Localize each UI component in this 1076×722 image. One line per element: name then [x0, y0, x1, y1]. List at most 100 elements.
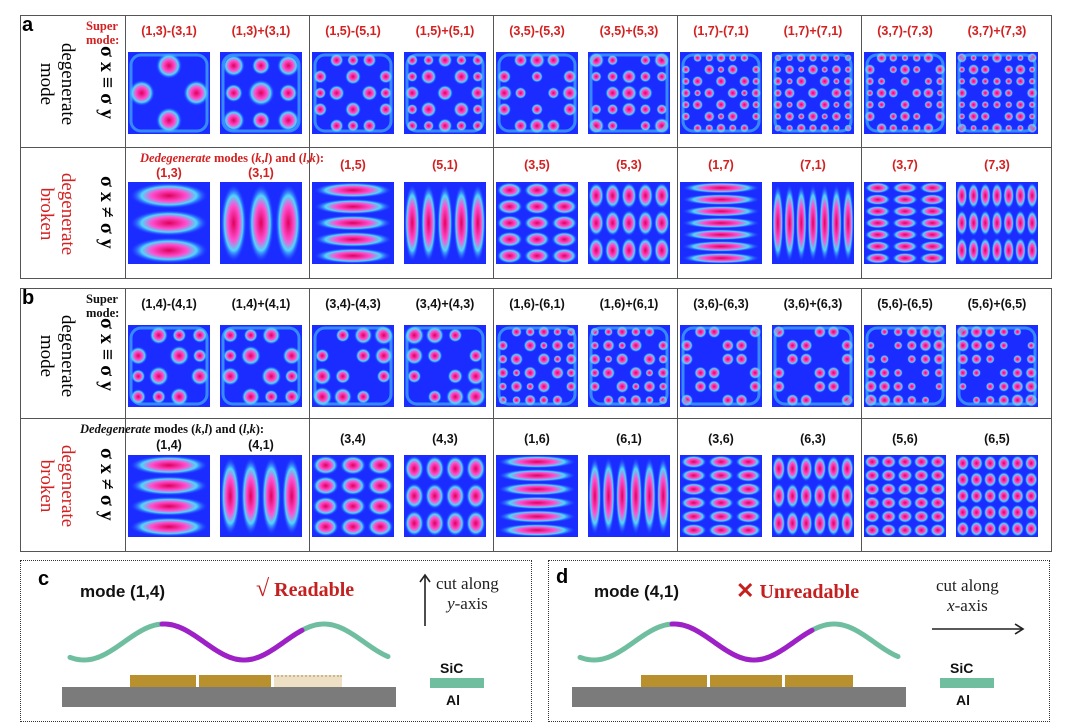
panel-a-sigma-eq: σ x ≡ σ y: [96, 46, 118, 120]
panel-b-row1-label: degenerate mode: [34, 306, 78, 406]
caption-part: k: [309, 151, 316, 165]
caption-part: l: [242, 422, 247, 436]
mode-label: (3,4): [340, 432, 366, 446]
mode-label: (6,5): [984, 432, 1010, 446]
mode-field-map: [588, 52, 670, 134]
mode-label: (1,7): [708, 158, 734, 172]
mode-field-map: [404, 52, 486, 134]
mode-label: (1,3)+(3,1): [231, 24, 291, 38]
panel-b-sigma-neq: σ x ≠ σ y: [96, 448, 118, 521]
panel-a-grid: [20, 15, 1052, 279]
caption-part: Dedegenerate: [140, 151, 211, 165]
panel-b-row2-label: degenerate broken: [34, 436, 78, 536]
row-label-line: degenerate: [57, 42, 78, 126]
super-mode-line: mode:: [86, 33, 120, 47]
mode-field-map: [956, 182, 1038, 264]
mode-label: (1,6)+(6,1): [599, 297, 659, 311]
caption-part: k: [249, 422, 256, 436]
mode-label: (3,4)+(4,3): [415, 297, 475, 311]
mode-label: (3,7)+(7,3): [967, 24, 1027, 38]
mode-label: (3,6): [708, 432, 734, 446]
cut-suffix: -axis: [954, 596, 988, 615]
mode-field-map: [220, 182, 302, 264]
mode-field-map: [772, 182, 854, 264]
mode-field-map: [956, 52, 1038, 134]
panel-b-sigma-eq: σ x ≡ σ y: [96, 318, 118, 392]
cut-axis: x: [947, 596, 955, 615]
mode-field-map: [496, 455, 578, 537]
panel-c-electrode-3: [274, 675, 342, 687]
mode-field-map: [496, 325, 578, 407]
mode-field-map: [680, 52, 762, 134]
caption-part: l: [264, 151, 269, 165]
status-text: Unreadable: [759, 581, 860, 603]
mode-label: (6,1): [616, 432, 642, 446]
mode-label: (1,5)-(5,1): [325, 24, 381, 38]
mode-field-map: [128, 52, 210, 134]
cut-line: cut along: [936, 576, 999, 595]
caption-part: ):: [315, 151, 325, 165]
super-mode-line: Super: [86, 292, 118, 306]
mode-field-map: [956, 325, 1038, 407]
caption-part: ,: [306, 151, 310, 165]
mode-label: (1,6): [524, 432, 550, 446]
super-mode-line: Super: [86, 19, 118, 33]
mode-field-map: [864, 52, 946, 134]
mode-label: (3,7): [892, 158, 918, 172]
panel-d-electrode-1: [641, 675, 707, 687]
panel-label-c: c: [38, 568, 50, 590]
row-label-line: broken: [36, 459, 57, 513]
mode-field-map: [588, 182, 670, 264]
status-text: Readable: [274, 579, 355, 601]
panel-d-legend-al: Al: [956, 692, 970, 708]
panel-c-cut-label: cut along y-axis: [436, 574, 499, 614]
mode-field-map: [680, 182, 762, 264]
mode-label: (1,5)+(5,1): [415, 24, 475, 38]
panel-a-dedegenerate-caption: Dedegenerate modes (k,l) and (l,k):: [140, 151, 324, 166]
panel-c-electrode-2: [199, 675, 271, 687]
panel-a-row2-label: degenerate broken: [34, 164, 78, 264]
mode-label: (5,6): [892, 432, 918, 446]
mode-field-map: [772, 325, 854, 407]
caption-part: ):: [255, 422, 265, 436]
mode-field-map: [312, 52, 394, 134]
panel-c-legend-sic-swatch: [430, 678, 484, 688]
caption-part: ,: [261, 151, 265, 165]
panel-d-legend-sic: SiC: [950, 660, 974, 676]
cut-suffix: -axis: [454, 594, 488, 613]
mode-label: (1,4): [156, 438, 182, 452]
mode-label: (1,6)-(6,1): [509, 297, 565, 311]
row-label-line: degenerate: [57, 444, 78, 528]
panel-b-dedegenerate-caption: Dedegenerate modes (k,l) and (l,k):: [80, 422, 264, 437]
mode-field-map: [220, 325, 302, 407]
mode-field-map: [404, 182, 486, 264]
caption-part: ,: [201, 422, 205, 436]
mode-label: (6,3): [800, 432, 826, 446]
mode-field-map: [312, 182, 394, 264]
mode-label: (1,3): [156, 166, 182, 180]
mode-field-map: [864, 182, 946, 264]
mode-field-map: [864, 325, 946, 407]
panel-a-super-mode: Super mode:: [86, 19, 119, 47]
cut-line: cut along: [436, 574, 499, 593]
mode-label: (1,4)+(4,1): [231, 297, 291, 311]
panel-b-super-mode: Super mode:: [86, 292, 119, 320]
mode-field-map: [312, 325, 394, 407]
mode-label: (3,4)-(4,3): [325, 297, 381, 311]
mode-field-map: [496, 182, 578, 264]
caption-part: l: [204, 422, 209, 436]
mode-field-map: [404, 455, 486, 537]
cross-icon: ✕: [736, 578, 755, 603]
mode-field-map: [128, 325, 210, 407]
caption-part: l: [302, 151, 307, 165]
panel-d-wave: [577, 621, 901, 663]
panel-c-legend-al: Al: [446, 692, 460, 708]
panel-label-d: d: [556, 566, 569, 588]
mode-label: (1,4)-(4,1): [141, 297, 197, 311]
mode-field-map: [772, 52, 854, 134]
mode-label: (1,3)-(3,1): [141, 24, 197, 38]
mode-label: (5,6)+(6,5): [967, 297, 1027, 311]
panel-c-substrate: [62, 687, 396, 707]
up-arrow-icon: [419, 573, 431, 626]
panel-d-legend-sic-swatch: [940, 678, 994, 688]
